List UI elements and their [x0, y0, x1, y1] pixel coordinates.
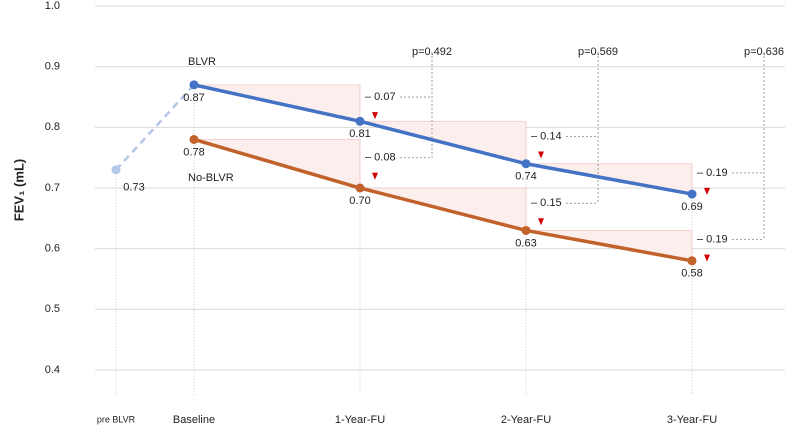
point [687, 189, 697, 199]
y-tick-label: 0.4 [45, 364, 60, 376]
x-tick-label: 2-Year-FU [501, 414, 551, 426]
value-label: 0.74 [515, 171, 536, 183]
x-tick-label: 1-Year-FU [335, 414, 385, 426]
series-name: BLVR [188, 56, 216, 68]
delta-label: – 0.07 [365, 91, 396, 103]
decrease-marker [372, 172, 378, 180]
value-label: 0.81 [349, 128, 370, 140]
y-tick-label: 1.0 [45, 0, 60, 12]
y-tick-label: 0.5 [45, 303, 60, 315]
decrease-marker [538, 218, 544, 226]
value-label: 0.73 [123, 182, 144, 194]
point [355, 116, 365, 126]
decrease-marker [704, 254, 710, 262]
decrease-marker [372, 112, 378, 120]
value-label: 0.69 [681, 201, 702, 213]
decrease-marker [704, 187, 710, 195]
p-value: p=0.492 [412, 46, 452, 58]
series-name: No-BLVR [188, 172, 234, 184]
p-value: p=0.636 [744, 46, 784, 58]
point [521, 159, 531, 169]
y-tick-label: 0.9 [45, 61, 60, 73]
y-tick-label: 0.8 [45, 121, 60, 133]
value-label: 0.58 [681, 268, 702, 280]
point [189, 134, 199, 144]
value-label: 0.87 [183, 92, 204, 104]
x-tick-label: 3-Year-FU [667, 414, 717, 426]
x-tick-label: pre BLVR [97, 414, 136, 424]
delta-label: – 0.19 [697, 167, 728, 179]
y-axis-label: FEV₁ (mL) [11, 159, 26, 221]
delta-label: – 0.14 [531, 130, 562, 142]
series-line [193, 137, 693, 263]
lead-line [115, 84, 195, 171]
point [687, 256, 697, 266]
point [111, 165, 121, 175]
delta-label: – 0.19 [697, 234, 728, 246]
y-tick-label: 0.7 [45, 182, 60, 194]
value-label: 0.78 [183, 146, 204, 158]
point [189, 80, 199, 90]
y-tick-label: 0.6 [45, 243, 60, 255]
value-label: 0.63 [515, 237, 536, 249]
p-value: p=0.569 [578, 46, 618, 58]
value-label: 0.70 [349, 195, 370, 207]
point [355, 183, 365, 193]
delta-label: – 0.08 [365, 152, 396, 164]
series-line [193, 83, 693, 196]
x-tick-label: Baseline [173, 414, 215, 426]
point [521, 225, 531, 235]
decrease-marker [538, 151, 544, 159]
delta-label: – 0.15 [531, 197, 562, 209]
